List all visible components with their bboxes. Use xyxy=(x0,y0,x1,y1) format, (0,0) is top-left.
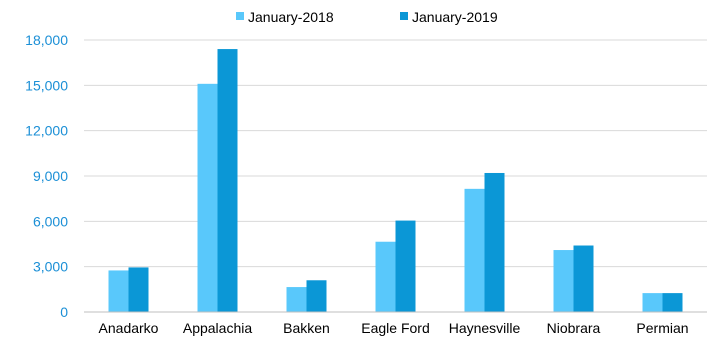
y-tick-label-6: 18,000 xyxy=(25,32,68,48)
bar-5-0 xyxy=(553,250,574,312)
x-tick-label-3: Eagle Ford xyxy=(361,320,429,336)
x-tick-label-5: Niobrara xyxy=(547,320,601,336)
bar-5-1 xyxy=(573,245,594,312)
bar-2-1 xyxy=(306,280,327,312)
bar-2-0 xyxy=(286,287,307,312)
bar-3-0 xyxy=(375,241,396,312)
y-axis: 0 3,000 6,000 9,000 12,000 15,000 18,000 xyxy=(25,32,68,320)
bar-1-1 xyxy=(217,49,238,313)
gridlines xyxy=(84,39,707,268)
bar-3-1 xyxy=(395,220,416,312)
y-tick-label-2: 6,000 xyxy=(33,213,68,229)
x-tick-label-0: Anadarko xyxy=(99,320,159,336)
y-tick-label-4: 12,000 xyxy=(25,123,68,139)
legend-swatch-0 xyxy=(236,12,244,20)
bar-0-0 xyxy=(108,270,129,312)
x-axis: Anadarko Appalachia Bakken Eagle Ford Haynes… xyxy=(84,311,707,336)
x-tick-label-6: Permian xyxy=(636,320,688,336)
legend-label-1: January-2019 xyxy=(412,9,498,25)
y-tick-label-5: 15,000 xyxy=(25,77,68,93)
x-tick-label-2: Bakken xyxy=(283,320,330,336)
bar-0-1 xyxy=(128,267,149,312)
bar-6-1 xyxy=(662,293,683,312)
x-tick-label-1: Appalachia xyxy=(183,320,252,336)
bar-4-1 xyxy=(484,172,505,312)
bar-4-0 xyxy=(464,188,485,312)
x-tick-label-4: Haynesville xyxy=(449,320,521,336)
bar-6-0 xyxy=(642,293,663,312)
legend-label-0: January-2018 xyxy=(248,9,334,25)
y-tick-label-3: 9,000 xyxy=(33,168,68,184)
legend-swatch-1 xyxy=(400,12,408,20)
legend: January-2018 January-2019 xyxy=(236,9,498,25)
bars-group xyxy=(108,49,683,313)
y-tick-label-0: 0 xyxy=(60,304,68,320)
y-tick-label-1: 3,000 xyxy=(33,259,68,275)
bar-1-0 xyxy=(197,83,218,312)
